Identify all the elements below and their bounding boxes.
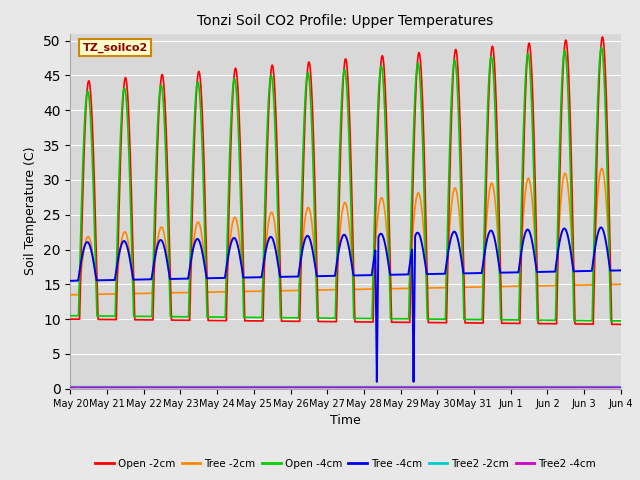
X-axis label: Time: Time	[330, 414, 361, 427]
Title: Tonzi Soil CO2 Profile: Upper Temperatures: Tonzi Soil CO2 Profile: Upper Temperatur…	[198, 14, 493, 28]
Y-axis label: Soil Temperature (C): Soil Temperature (C)	[24, 147, 38, 276]
Text: TZ_soilco2: TZ_soilco2	[83, 42, 148, 53]
Legend: Open -2cm, Tree -2cm, Open -4cm, Tree -4cm, Tree2 -2cm, Tree2 -4cm: Open -2cm, Tree -2cm, Open -4cm, Tree -4…	[91, 455, 600, 473]
